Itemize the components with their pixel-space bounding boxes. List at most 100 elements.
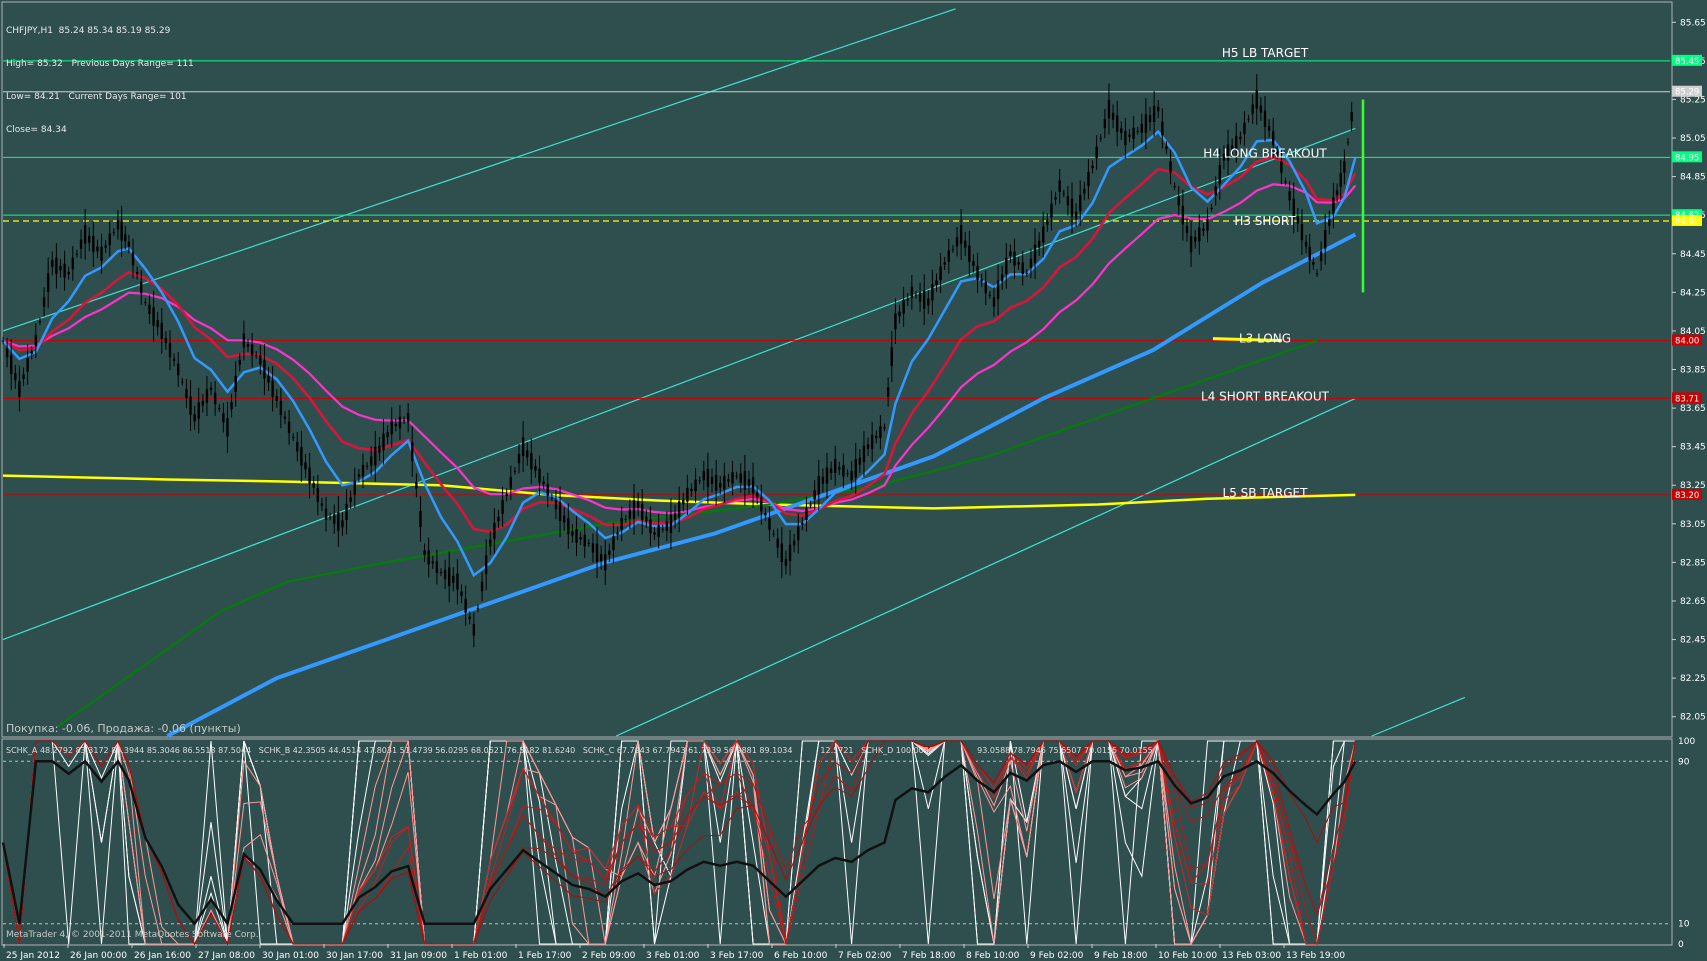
candle-body	[858, 457, 862, 465]
candle-body	[821, 476, 825, 484]
candle-body	[558, 502, 562, 522]
candle-body	[345, 503, 348, 520]
candle-body	[394, 423, 398, 427]
candle-body	[628, 509, 632, 519]
candle-body	[369, 456, 373, 466]
candle-body	[706, 468, 710, 488]
price-tick-label: 84.25	[1680, 288, 1706, 298]
candle-body	[14, 373, 17, 381]
candle-body	[1000, 274, 1004, 282]
candle-body	[538, 468, 541, 483]
candle-body	[88, 235, 91, 243]
candle-body	[386, 432, 389, 437]
candle-body	[1099, 138, 1102, 140]
candle-body	[1120, 128, 1123, 134]
candle-body	[411, 442, 414, 461]
candle-body	[1222, 153, 1226, 161]
candle-body	[710, 476, 714, 484]
time-tick-label: 8 Feb 10:00	[966, 951, 1020, 961]
candle-body	[96, 246, 99, 252]
candle-body	[959, 225, 963, 244]
candle-body	[673, 513, 677, 521]
candle-body	[780, 543, 784, 563]
osc-tick-label: 10	[1678, 920, 1690, 930]
candle-body	[968, 245, 971, 262]
candle-body	[1202, 228, 1205, 231]
candle-body	[825, 467, 829, 484]
price-tick-label: 82.25	[1680, 674, 1706, 684]
candle-body	[1315, 273, 1319, 275]
candle-body	[1214, 186, 1217, 196]
candle-body	[1058, 180, 1061, 193]
candle-body	[1243, 122, 1246, 135]
candle-body	[1259, 105, 1263, 113]
candle-body	[267, 375, 270, 383]
candle-body	[1267, 126, 1271, 131]
candle-body	[218, 408, 221, 410]
candle-body	[108, 233, 111, 246]
time-tick-label: 13 Feb 03:00	[1222, 951, 1281, 961]
level-label-1: H4 LONG BREAKOUT	[1203, 147, 1327, 161]
price-tick-label: 82.05	[1680, 713, 1706, 723]
candle-body	[755, 492, 759, 498]
candle-body	[1005, 257, 1008, 274]
high-line: High= 85.32 Previous Days Range= 111	[6, 59, 194, 70]
candle-body	[875, 435, 878, 439]
time-tick-label: 3 Feb 17:00	[710, 951, 764, 961]
candle-body	[10, 355, 13, 374]
candle-body	[390, 420, 393, 435]
candle-body	[698, 480, 701, 482]
candle-body	[402, 420, 406, 422]
candle-body	[415, 481, 418, 489]
time-tick-label: 30 Jan 17:00	[326, 951, 383, 961]
candle-body	[316, 487, 320, 502]
candle-body	[996, 280, 1000, 300]
candle-body	[1066, 196, 1070, 206]
candle-body	[160, 322, 163, 340]
candle-body	[341, 520, 344, 528]
candle-body	[616, 532, 619, 535]
candle-body	[797, 526, 800, 541]
candle-body	[246, 344, 250, 347]
candle-body	[546, 484, 549, 496]
candle-body	[542, 481, 545, 484]
candle-body	[898, 311, 901, 317]
candle-body	[337, 512, 340, 531]
candle-body	[817, 475, 820, 495]
candle-body	[259, 355, 262, 365]
candle-body	[1152, 105, 1156, 123]
candle-body	[1083, 188, 1086, 194]
candle-body	[1185, 226, 1189, 234]
candle-body	[1124, 131, 1127, 145]
candle-body	[1140, 123, 1143, 134]
candle-body	[250, 344, 254, 356]
curr-range: Current Days Range= 101	[68, 92, 187, 102]
candle-body	[431, 561, 434, 564]
level-tag	[1672, 488, 1702, 500]
candle-body	[657, 525, 660, 537]
candle-body	[1280, 161, 1283, 173]
channel-line-0	[2, 8, 956, 332]
candle-body	[517, 454, 521, 464]
candle-body	[1292, 198, 1295, 218]
copyright-text: MetaTrader 4, © 2001-2011 MetaQuotes Sof…	[6, 930, 259, 940]
candle-body	[1350, 112, 1353, 122]
candle-body	[751, 477, 755, 494]
candle-body	[1050, 203, 1053, 218]
candle-body	[1013, 251, 1016, 266]
candle-body	[850, 470, 853, 481]
oscillator-pane-frame	[1, 738, 1673, 946]
candle-body	[980, 279, 983, 282]
candle-body	[984, 281, 987, 294]
candle-body	[1335, 190, 1339, 195]
candle-body	[599, 554, 603, 562]
candle-body	[226, 418, 229, 437]
candle-body	[34, 334, 38, 347]
candle-body	[690, 488, 693, 492]
candle-body	[59, 265, 62, 271]
candle-body	[1062, 193, 1065, 195]
candle-body	[464, 598, 467, 613]
candle-body	[534, 466, 537, 471]
candle-body	[562, 515, 566, 523]
